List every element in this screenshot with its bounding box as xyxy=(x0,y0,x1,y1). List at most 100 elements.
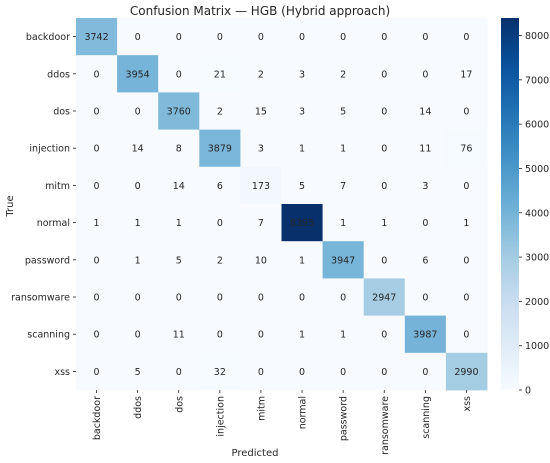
heatmap-cell xyxy=(322,278,365,316)
heatmap-cell xyxy=(76,129,118,168)
cell-value-label: 0 xyxy=(217,32,223,43)
cell-value-label: 0 xyxy=(340,293,346,304)
cell-value-label: 7 xyxy=(258,218,264,229)
y-tick-label: ddos xyxy=(47,69,70,80)
x-tick-label: normal xyxy=(298,396,309,429)
y-tick-label: normal xyxy=(37,218,70,229)
cell-value-label: 15 xyxy=(255,107,267,118)
cell-value-label: 1 xyxy=(340,218,346,229)
heatmap-cell xyxy=(117,18,159,56)
heatmap-cell xyxy=(240,166,282,205)
cell-value-label: 0 xyxy=(94,293,100,304)
heatmap-cell xyxy=(322,92,365,130)
heatmap-cell xyxy=(322,166,365,205)
heatmap-cell xyxy=(363,278,406,316)
heatmap-cell xyxy=(199,278,241,316)
cell-value-label: 0 xyxy=(94,144,100,155)
heatmap-cell xyxy=(199,92,241,130)
cell-value-label: 0 xyxy=(463,32,469,43)
cell-value-label: 76 xyxy=(460,144,472,155)
cell-value-label: 0 xyxy=(94,69,100,80)
heatmap-cell xyxy=(404,18,447,56)
cell-value-label: 2 xyxy=(258,69,264,80)
heatmap-cell xyxy=(281,315,323,354)
heatmap-cell xyxy=(117,166,159,205)
heatmap-cell xyxy=(158,278,200,316)
colorbar-tick-label: 3000 xyxy=(525,253,549,264)
heatmap-cell xyxy=(445,92,488,130)
x-axis-label: Predicted xyxy=(232,448,279,459)
cell-value-label: 1 xyxy=(340,330,346,341)
heatmap-cell xyxy=(240,18,282,56)
heatmap-cell xyxy=(199,18,241,56)
colorbar-tick-label: 8000 xyxy=(525,31,549,42)
cell-value-label: 0 xyxy=(176,367,182,378)
cell-value-label: 3760 xyxy=(167,107,191,118)
y-tick-label: mitm xyxy=(45,181,70,192)
heatmap-cell xyxy=(363,241,406,279)
heatmap-cell xyxy=(76,204,118,242)
cell-value-label: 0 xyxy=(94,367,100,378)
x-tick-label: mitm xyxy=(256,396,267,421)
heatmap-cell xyxy=(445,352,488,391)
cell-value-label: 0 xyxy=(176,32,182,43)
heatmap-cell xyxy=(445,278,488,316)
heatmap-cell xyxy=(117,315,159,354)
x-tick-label: password xyxy=(339,396,350,441)
cell-value-label: 3 xyxy=(258,144,264,155)
cell-value-label: 32 xyxy=(214,367,226,378)
heatmap-cell xyxy=(281,92,323,130)
cell-value-label: 1 xyxy=(135,218,141,229)
heatmap-cell xyxy=(404,204,447,242)
y-tick-label: password xyxy=(25,255,70,266)
cell-value-label: 173 xyxy=(252,181,270,192)
heatmap-cell xyxy=(363,18,406,56)
heatmap-cell xyxy=(281,241,323,279)
cell-value-label: 14 xyxy=(132,144,144,155)
x-tick-label: injection xyxy=(215,396,226,437)
heatmap-cells xyxy=(76,18,488,391)
heatmap-cell xyxy=(199,315,241,354)
cell-value-label: 0 xyxy=(463,293,469,304)
cell-value-label: 10 xyxy=(255,255,267,266)
heatmap-cell xyxy=(240,204,282,242)
cell-value-label: 0 xyxy=(422,293,428,304)
cell-value-label: 11 xyxy=(173,330,185,341)
cell-value-label: 11 xyxy=(419,144,431,155)
heatmap-cell xyxy=(363,55,406,93)
cell-value-label: 1 xyxy=(463,218,469,229)
cell-value-label: 0 xyxy=(381,32,387,43)
x-tick-label: ddos xyxy=(133,396,144,419)
heatmap-cell xyxy=(158,92,200,130)
cell-value-label: 0 xyxy=(381,107,387,118)
cell-value-label: 0 xyxy=(217,218,223,229)
y-tick-labels: backdoor ddos dos injection mitm normal passwo… xyxy=(11,32,76,378)
heatmap-cell xyxy=(117,352,159,391)
colorbar xyxy=(501,18,519,390)
heatmap-cell xyxy=(240,92,282,130)
cell-value-label: 0 xyxy=(381,69,387,80)
heatmap-cell xyxy=(281,166,323,205)
heatmap-cell xyxy=(322,18,365,56)
cell-value-label: 5 xyxy=(299,181,305,192)
cell-value-label: 0 xyxy=(299,32,305,43)
cell-value-label: 0 xyxy=(94,330,100,341)
cell-value-label: 1 xyxy=(94,218,100,229)
y-axis-label: True xyxy=(5,195,16,217)
cell-value-label: 0 xyxy=(299,367,305,378)
cell-value-label: 0 xyxy=(340,367,346,378)
y-tick-label: backdoor xyxy=(26,32,70,43)
heatmap-cell xyxy=(76,166,118,205)
y-tick-label: dos xyxy=(53,107,70,118)
heatmap-cell xyxy=(404,129,447,168)
heatmap-cell xyxy=(404,278,447,316)
heatmap-cell xyxy=(240,55,282,93)
cell-value-label: 14 xyxy=(173,181,185,192)
heatmap-cell xyxy=(199,166,241,205)
x-tick-label: xss xyxy=(462,396,473,412)
cell-value-label: 0 xyxy=(217,330,223,341)
heatmap-cell xyxy=(404,55,447,93)
heatmap-cell xyxy=(117,241,159,279)
heatmap-cell xyxy=(445,241,488,279)
